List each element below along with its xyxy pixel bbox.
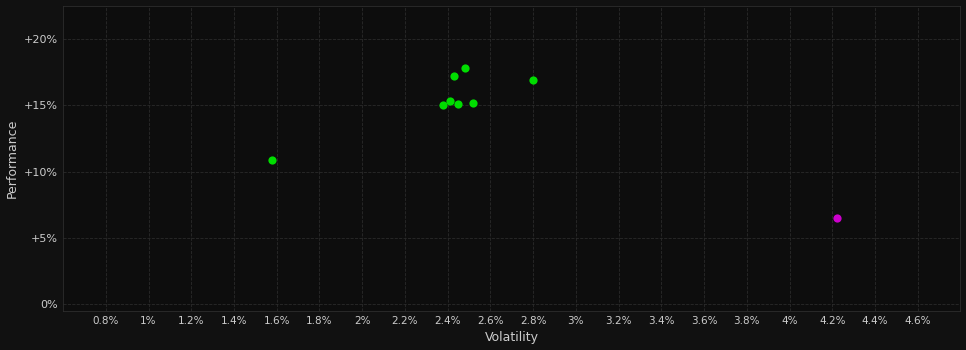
Point bbox=[466, 100, 481, 105]
Point bbox=[457, 65, 472, 71]
Point bbox=[829, 215, 844, 221]
Point bbox=[436, 102, 451, 108]
Y-axis label: Performance: Performance bbox=[6, 119, 18, 198]
Point bbox=[446, 73, 462, 79]
X-axis label: Volatility: Volatility bbox=[485, 331, 539, 344]
Point bbox=[450, 101, 466, 107]
Point bbox=[442, 98, 458, 104]
Point bbox=[526, 77, 541, 83]
Point bbox=[265, 157, 280, 162]
